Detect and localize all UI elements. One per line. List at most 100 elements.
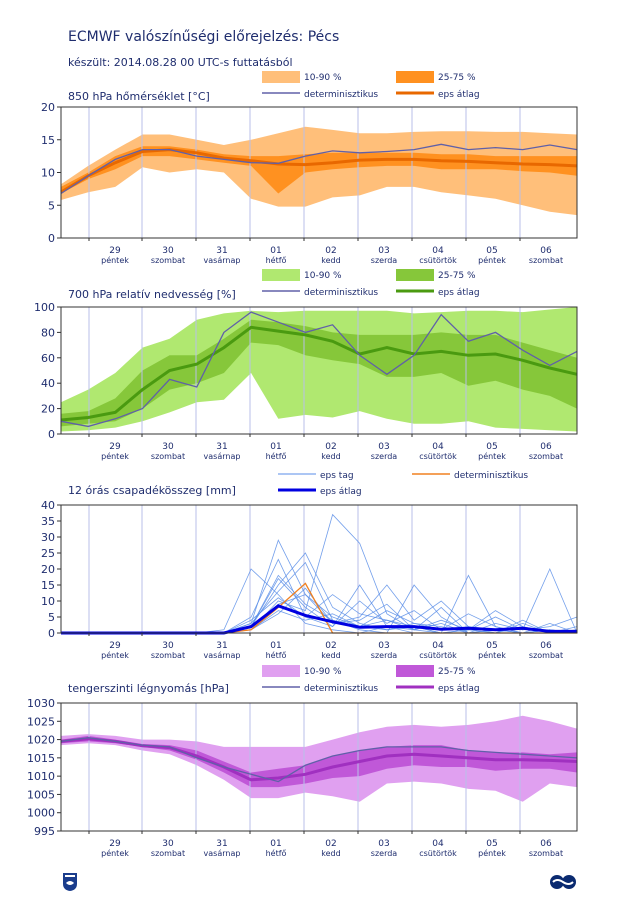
x-day-label: 31	[216, 442, 227, 452]
x-weekday-label: szombat	[529, 849, 563, 858]
y-tick-label: 15	[41, 134, 55, 147]
y-tick-label: 1025	[27, 715, 55, 728]
member-line	[61, 558, 578, 634]
x-day-label: 02	[325, 442, 336, 452]
y-tick-label: 5	[48, 611, 55, 624]
y-tick-label: 100	[34, 301, 55, 314]
chart-panel-1: 700 hPa relatív nedvesség [%] 10-90 % 25-7…	[34, 269, 578, 461]
x-day-label: 01	[270, 839, 281, 849]
y-tick-label: 15	[41, 579, 55, 592]
x-day-label: 05	[486, 442, 497, 452]
legend-swatch-inner	[396, 71, 434, 83]
legend-label-outer: 10-90 %	[304, 667, 342, 677]
x-weekday-label: szerda	[371, 651, 398, 660]
x-weekday-label: csütörtök	[419, 651, 457, 660]
x-weekday-label: péntek	[478, 451, 506, 461]
x-day-label: 03	[378, 641, 389, 651]
x-weekday-label: péntek	[478, 650, 506, 660]
y-tick-label: 1030	[27, 697, 55, 710]
x-day-label: 03	[378, 442, 389, 452]
x-weekday-label: hétfő	[266, 848, 287, 858]
x-day-label: 05	[486, 246, 497, 256]
omsz-logo-icon	[63, 873, 77, 891]
x-weekday-label: péntek	[478, 255, 506, 265]
legend-label-det: determinisztikus	[304, 90, 378, 100]
legend-label-mean: eps átlag	[438, 288, 480, 298]
x-weekday-label: hétfő	[266, 650, 287, 660]
x-weekday-label: péntek	[101, 451, 129, 461]
x-weekday-label: csütörtök	[419, 452, 457, 461]
legend-label-outer: 10-90 %	[304, 73, 342, 83]
x-weekday-label: kedd	[321, 452, 340, 461]
x-day-label: 02	[325, 839, 336, 849]
legend-swatch-inner	[396, 665, 434, 677]
mean-line	[61, 604, 577, 635]
band-10-90	[61, 126, 577, 216]
x-weekday-label: szerda	[371, 849, 398, 858]
det-line	[60, 737, 578, 783]
y-tick-label: 10	[41, 167, 55, 180]
legend-label-det: determinisztikus	[304, 684, 378, 694]
legend-swatch-outer	[262, 269, 300, 281]
legend-swatch-outer	[262, 665, 300, 677]
x-weekday-label: vasárnap	[204, 256, 241, 265]
x-weekday-label: péntek	[101, 650, 129, 660]
x-weekday-label: szombat	[151, 651, 185, 660]
y-tick-label: 0	[48, 232, 55, 245]
y-tick-label: 20	[41, 403, 55, 416]
y-tick-label: 20	[41, 101, 55, 114]
legend-swatch-outer	[262, 71, 300, 83]
x-weekday-label: hétfő	[266, 451, 287, 461]
x-day-label: 31	[216, 839, 227, 849]
det-line	[60, 311, 578, 428]
x-weekday-label: hétfő	[266, 255, 287, 265]
y-tick-label: 5	[48, 199, 55, 212]
x-day-label: 02	[325, 246, 336, 256]
legend-swatch-inner	[396, 269, 434, 281]
mean-line	[60, 325, 578, 422]
chart-panel-2: 12 órás csapadékösszeg [mm] eps tag determ…	[41, 471, 578, 660]
chart-title: 850 hPa hőmérséklet [°C]	[68, 90, 210, 103]
y-tick-label: 1020	[27, 734, 55, 747]
legend-label-mean: eps átlag	[438, 684, 480, 694]
plot-frame	[60, 504, 578, 634]
legend-label-mean: eps átlag	[438, 90, 480, 100]
mean-line	[60, 148, 578, 194]
legend-label-inner: 25-75 %	[438, 73, 476, 83]
legend-label-inner: 25-75 %	[438, 271, 476, 281]
y-tick-label: 30	[41, 531, 55, 544]
x-day-label: 03	[378, 839, 389, 849]
y-tick-label: 1010	[27, 770, 55, 783]
x-day-label: 06	[540, 641, 552, 651]
x-day-label: 29	[109, 641, 121, 651]
y-tick-label: 10	[41, 595, 55, 608]
y-tick-label: 0	[48, 428, 55, 441]
y-tick-label: 995	[34, 825, 55, 838]
x-day-label: 04	[432, 246, 444, 256]
x-day-label: 29	[109, 442, 121, 452]
x-day-label: 04	[432, 442, 444, 452]
x-day-label: 01	[270, 246, 281, 256]
y-tick-label: 60	[41, 352, 55, 365]
x-weekday-label: szombat	[151, 849, 185, 858]
y-tick-label: 40	[41, 499, 55, 512]
y-tick-label: 0	[48, 627, 55, 640]
x-day-label: 06	[540, 442, 552, 452]
y-tick-label: 20	[41, 563, 55, 576]
x-day-label: 01	[270, 641, 281, 651]
x-weekday-label: csütörtök	[419, 849, 457, 858]
legend-label-mean: eps átlag	[320, 487, 362, 497]
ecmwf-logo-icon	[550, 875, 576, 889]
band-25-75	[61, 319, 577, 427]
x-weekday-label: szombat	[529, 256, 563, 265]
x-weekday-label: szombat	[151, 256, 185, 265]
x-day-label: 05	[486, 839, 497, 849]
x-day-label: 05	[486, 641, 497, 651]
y-tick-label: 25	[41, 547, 55, 560]
x-day-label: 04	[432, 839, 444, 849]
member-line	[61, 552, 578, 634]
x-weekday-label: szombat	[151, 452, 185, 461]
x-day-label: 29	[109, 839, 121, 849]
x-weekday-label: szombat	[529, 651, 563, 660]
